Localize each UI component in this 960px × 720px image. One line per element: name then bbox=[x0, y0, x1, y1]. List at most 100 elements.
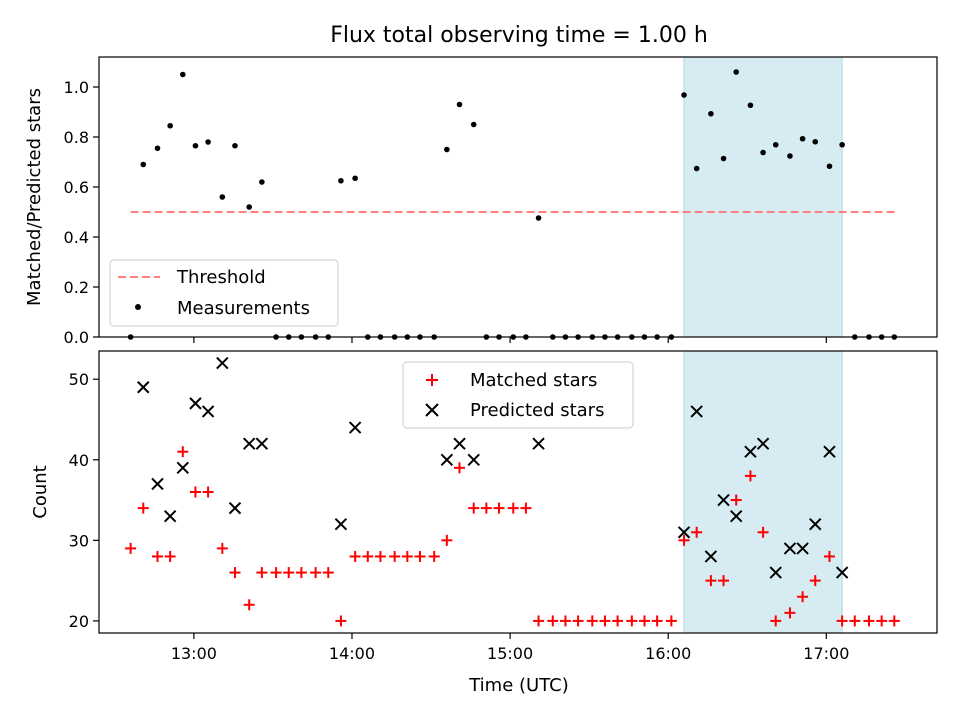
matched-star-marker bbox=[836, 615, 848, 627]
predicted-star-marker bbox=[729, 509, 743, 523]
predicted-star-marker bbox=[756, 437, 770, 450]
predicted-star-marker bbox=[690, 405, 703, 418]
marker-stroke bbox=[744, 445, 757, 458]
bottom-y-ticks: 20 30 40 50 bbox=[69, 370, 99, 631]
predicted-star-marker bbox=[151, 477, 164, 491]
measurement-point bbox=[747, 102, 754, 109]
measurement-point bbox=[839, 141, 845, 148]
marker-stroke bbox=[163, 509, 177, 523]
matched-star-marker bbox=[480, 502, 492, 514]
matched-star-marker bbox=[586, 615, 598, 627]
predicted-star-marker bbox=[334, 518, 348, 531]
y-tick-label: 0.0 bbox=[64, 328, 89, 347]
legend-measurements-label: Measurements bbox=[177, 298, 310, 319]
matched-star-marker bbox=[401, 550, 413, 562]
predicted-star-marker bbox=[835, 566, 849, 579]
matched-star-marker bbox=[757, 526, 769, 538]
matched-star-marker bbox=[784, 607, 796, 619]
measurement-point bbox=[799, 135, 806, 142]
matched-star-marker bbox=[177, 446, 189, 458]
chart-title: Flux total observing time = 1.00 h bbox=[330, 23, 708, 48]
matched-star-marker bbox=[270, 567, 282, 579]
top-legend-box bbox=[109, 259, 339, 327]
bottom-panel: 13:00 14:00 15:00 16:00 17:00 20 30 40 50 Count… bbox=[30, 350, 938, 696]
matched-star-marker bbox=[730, 494, 742, 506]
matched-star-marker bbox=[216, 542, 228, 554]
matched-star-marker bbox=[863, 615, 875, 627]
legend-measurements-swatch bbox=[135, 304, 141, 310]
legend-predicted-label: Predicted stars bbox=[470, 400, 604, 421]
predicted-star-marker bbox=[677, 526, 691, 539]
predicted-star-marker bbox=[163, 509, 177, 523]
highlight-span bbox=[683, 350, 843, 634]
matched-star-marker bbox=[651, 615, 663, 627]
matched-star-marker bbox=[428, 550, 440, 562]
matched-star-marker bbox=[468, 502, 480, 514]
marker-stroke bbox=[783, 542, 797, 555]
marker-stroke bbox=[176, 461, 190, 475]
y-tick-label: 50 bbox=[69, 370, 89, 389]
marker-stroke bbox=[348, 421, 362, 434]
marker-stroke bbox=[835, 566, 849, 579]
legend-matched-label: Matched stars bbox=[470, 370, 597, 391]
matched-star-marker bbox=[362, 550, 374, 562]
marker-stroke bbox=[243, 437, 256, 450]
x-tick-label: 14:00 bbox=[329, 644, 375, 663]
y-tick-label: 0.2 bbox=[64, 278, 89, 297]
matched-star-marker bbox=[164, 550, 176, 562]
matched-star-marker bbox=[349, 550, 361, 562]
legend-matched-swatch bbox=[426, 374, 438, 386]
y-tick-label: 0.4 bbox=[64, 228, 89, 247]
predicted-star-marker bbox=[228, 501, 242, 515]
matched-star-marker bbox=[374, 550, 386, 562]
top-y-ticks: 0.0 0.2 0.4 0.6 0.8 1.0 bbox=[64, 78, 99, 347]
marker-stroke bbox=[729, 509, 743, 523]
marker-stroke bbox=[809, 518, 822, 531]
marker-stroke bbox=[467, 453, 480, 466]
matched-star-marker bbox=[229, 567, 241, 579]
marker-stroke bbox=[453, 437, 466, 450]
measurement-point bbox=[720, 155, 727, 162]
bottom-axes-frame bbox=[98, 350, 938, 634]
matched-star-marker bbox=[770, 615, 782, 627]
matched-star-marker bbox=[638, 615, 650, 627]
predicted-star-marker bbox=[769, 566, 782, 579]
measurement-point bbox=[219, 194, 226, 200]
legend-threshold-label: Threshold bbox=[176, 267, 266, 288]
predicted-star-marker bbox=[453, 437, 466, 450]
matched-star-marker bbox=[572, 615, 584, 627]
matched-star-marker bbox=[137, 502, 149, 514]
bottom-legend: Matched stars Predicted stars bbox=[402, 361, 634, 429]
top-axes-frame bbox=[98, 56, 938, 338]
predicted-star-marker bbox=[243, 437, 256, 450]
x-axis-label: Time (UTC) bbox=[468, 675, 569, 696]
matched-star-marker bbox=[809, 575, 821, 587]
matched-star-marker bbox=[797, 591, 809, 603]
top-x-ticks bbox=[193, 337, 827, 343]
measurement-point bbox=[192, 142, 199, 149]
y-tick-label: 40 bbox=[69, 451, 89, 470]
predicted-star-marker bbox=[467, 453, 480, 466]
y-tick-label: 20 bbox=[69, 612, 89, 631]
legend-predicted-swatch bbox=[425, 403, 439, 417]
marker-stroke bbox=[677, 526, 691, 539]
predicted-star-marker bbox=[704, 550, 718, 563]
matched-star-marker bbox=[876, 615, 888, 627]
y-tick-label: 30 bbox=[69, 531, 89, 550]
y-tick-label: 0.6 bbox=[64, 178, 89, 197]
predicted-star-marker bbox=[809, 518, 822, 531]
matched-star-marker bbox=[533, 615, 545, 627]
matched-star-marker bbox=[705, 575, 717, 587]
matched-star-marker bbox=[243, 599, 255, 611]
marker-stroke bbox=[189, 397, 202, 410]
measurement-point bbox=[772, 141, 779, 148]
top-shaded-span bbox=[683, 56, 843, 338]
matched-star-marker bbox=[612, 615, 624, 627]
measurement-point bbox=[456, 101, 463, 108]
top-legend: Threshold Measurements bbox=[109, 259, 339, 327]
bottom-x-ticks: 13:00 14:00 15:00 16:00 17:00 bbox=[171, 633, 849, 663]
measurement-point bbox=[352, 175, 358, 182]
marker-stroke bbox=[228, 501, 242, 515]
marker-stroke bbox=[717, 493, 730, 507]
